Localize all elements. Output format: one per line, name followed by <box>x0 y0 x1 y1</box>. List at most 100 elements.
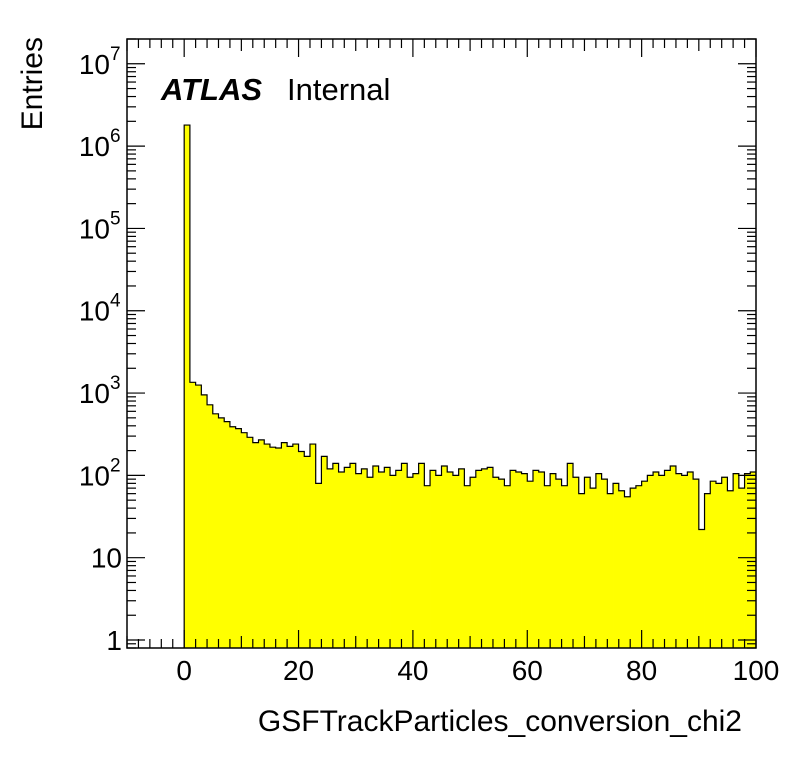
histogram-bar <box>235 428 242 648</box>
histogram-bar <box>458 468 465 648</box>
x-tick-label: 80 <box>626 655 657 686</box>
histogram-bar <box>573 477 580 648</box>
histogram-bar <box>395 470 402 648</box>
histogram-bar <box>618 490 625 648</box>
histogram-bar <box>350 463 357 648</box>
histogram-bar <box>475 470 482 648</box>
histogram-bar <box>515 471 522 648</box>
histogram-bar <box>287 446 294 648</box>
histogram-bar <box>595 473 603 648</box>
histogram-bar <box>779 488 785 648</box>
histogram-bar <box>607 493 614 648</box>
histogram-bar <box>315 483 322 648</box>
histogram-bar <box>292 444 299 648</box>
histogram-layer <box>183 124 796 648</box>
y-tick-label: 10 <box>91 543 122 574</box>
histogram-bar <box>384 467 391 648</box>
histogram-bar <box>378 471 385 648</box>
histogram-bar <box>773 494 779 648</box>
histogram-bar <box>441 466 448 648</box>
histogram-bar <box>584 477 591 648</box>
x-tick-label: 100 <box>733 655 780 686</box>
y-tick-label: 10 <box>79 213 110 244</box>
histogram-bar <box>487 467 494 648</box>
histogram-bar <box>412 473 420 648</box>
y-tick-label: 1 <box>106 625 122 656</box>
histogram-bar <box>264 444 271 648</box>
histogram-bar <box>481 468 488 648</box>
histogram-bar <box>664 470 671 648</box>
histogram-bar <box>435 475 442 648</box>
histogram-bar <box>721 477 728 648</box>
histogram-bar <box>744 473 751 648</box>
y-tick-exponent: 7 <box>110 44 121 65</box>
histogram-bar <box>418 463 425 648</box>
x-tick-label: 20 <box>283 655 314 686</box>
histogram-bar <box>681 475 688 648</box>
x-axis-title: GSFTrackParticles_conversion_chi2 <box>258 705 742 738</box>
y-tick-exponent: 2 <box>110 455 121 476</box>
histogram-bar <box>241 432 248 648</box>
histogram-bar <box>464 485 471 648</box>
histogram-bar <box>613 483 620 648</box>
histogram-bar <box>790 475 796 648</box>
plot-frame <box>126 38 757 649</box>
histogram-bar <box>184 125 191 648</box>
x-tick-labels: 0 20 40 60 80 100 <box>176 655 779 686</box>
histogram-bar <box>218 417 225 648</box>
histogram-bar <box>715 483 723 648</box>
histogram-bar <box>298 451 305 648</box>
histogram-bar <box>710 481 717 648</box>
y-axis-title: Entries <box>16 37 49 130</box>
histogram-bar <box>521 473 528 648</box>
histogram-bar <box>212 413 219 648</box>
histogram-bar <box>252 442 259 648</box>
histogram-bar <box>344 467 351 648</box>
histogram-bar <box>590 488 597 648</box>
histogram-bar <box>550 473 557 648</box>
histogram-bar <box>321 456 328 648</box>
histogram-bar <box>738 488 745 648</box>
histogram-bar <box>309 444 317 648</box>
histogram-bar <box>189 382 197 648</box>
histogram-bar <box>567 463 574 648</box>
histogram-bar <box>630 488 637 648</box>
histogram-bar <box>361 468 368 648</box>
y-tick-label: 10 <box>79 296 110 327</box>
histogram-bar <box>201 394 208 648</box>
histogram-bar <box>304 456 311 648</box>
histogram-bar <box>207 404 214 648</box>
histogram-bar <box>281 442 288 648</box>
histogram-bar <box>498 479 505 648</box>
histogram-bar <box>532 470 540 648</box>
histogram-bar <box>601 479 608 648</box>
histogram-bar <box>447 471 454 648</box>
histogram-bar <box>269 447 277 648</box>
y-tick-label: 10 <box>79 460 110 491</box>
histogram-bar <box>527 481 534 648</box>
histogram-bar <box>750 471 756 648</box>
histogram-bar <box>229 426 237 648</box>
histogram-bar <box>452 475 460 648</box>
histogram-bar <box>424 485 431 648</box>
histogram-bar <box>624 496 631 648</box>
histogram-bar <box>555 479 562 648</box>
histogram-bar <box>510 470 517 648</box>
histogram-bar <box>561 485 568 648</box>
histogram-outline <box>183 124 756 648</box>
histogram-bar <box>247 437 254 648</box>
histogram-bar <box>367 477 374 648</box>
histogram-bar <box>544 485 551 648</box>
y-tick-exponent: 3 <box>110 373 121 394</box>
histogram-bar <box>658 475 665 648</box>
histogram-bar <box>693 479 700 648</box>
y-tick-label: 10 <box>79 131 110 162</box>
histogram-bar <box>504 485 511 648</box>
x-tick-label: 60 <box>512 655 543 686</box>
histogram-bar <box>785 481 791 648</box>
x-tick-label: 40 <box>397 655 428 686</box>
x-tick-label: 0 <box>176 655 192 686</box>
histogram-bar <box>258 439 265 648</box>
